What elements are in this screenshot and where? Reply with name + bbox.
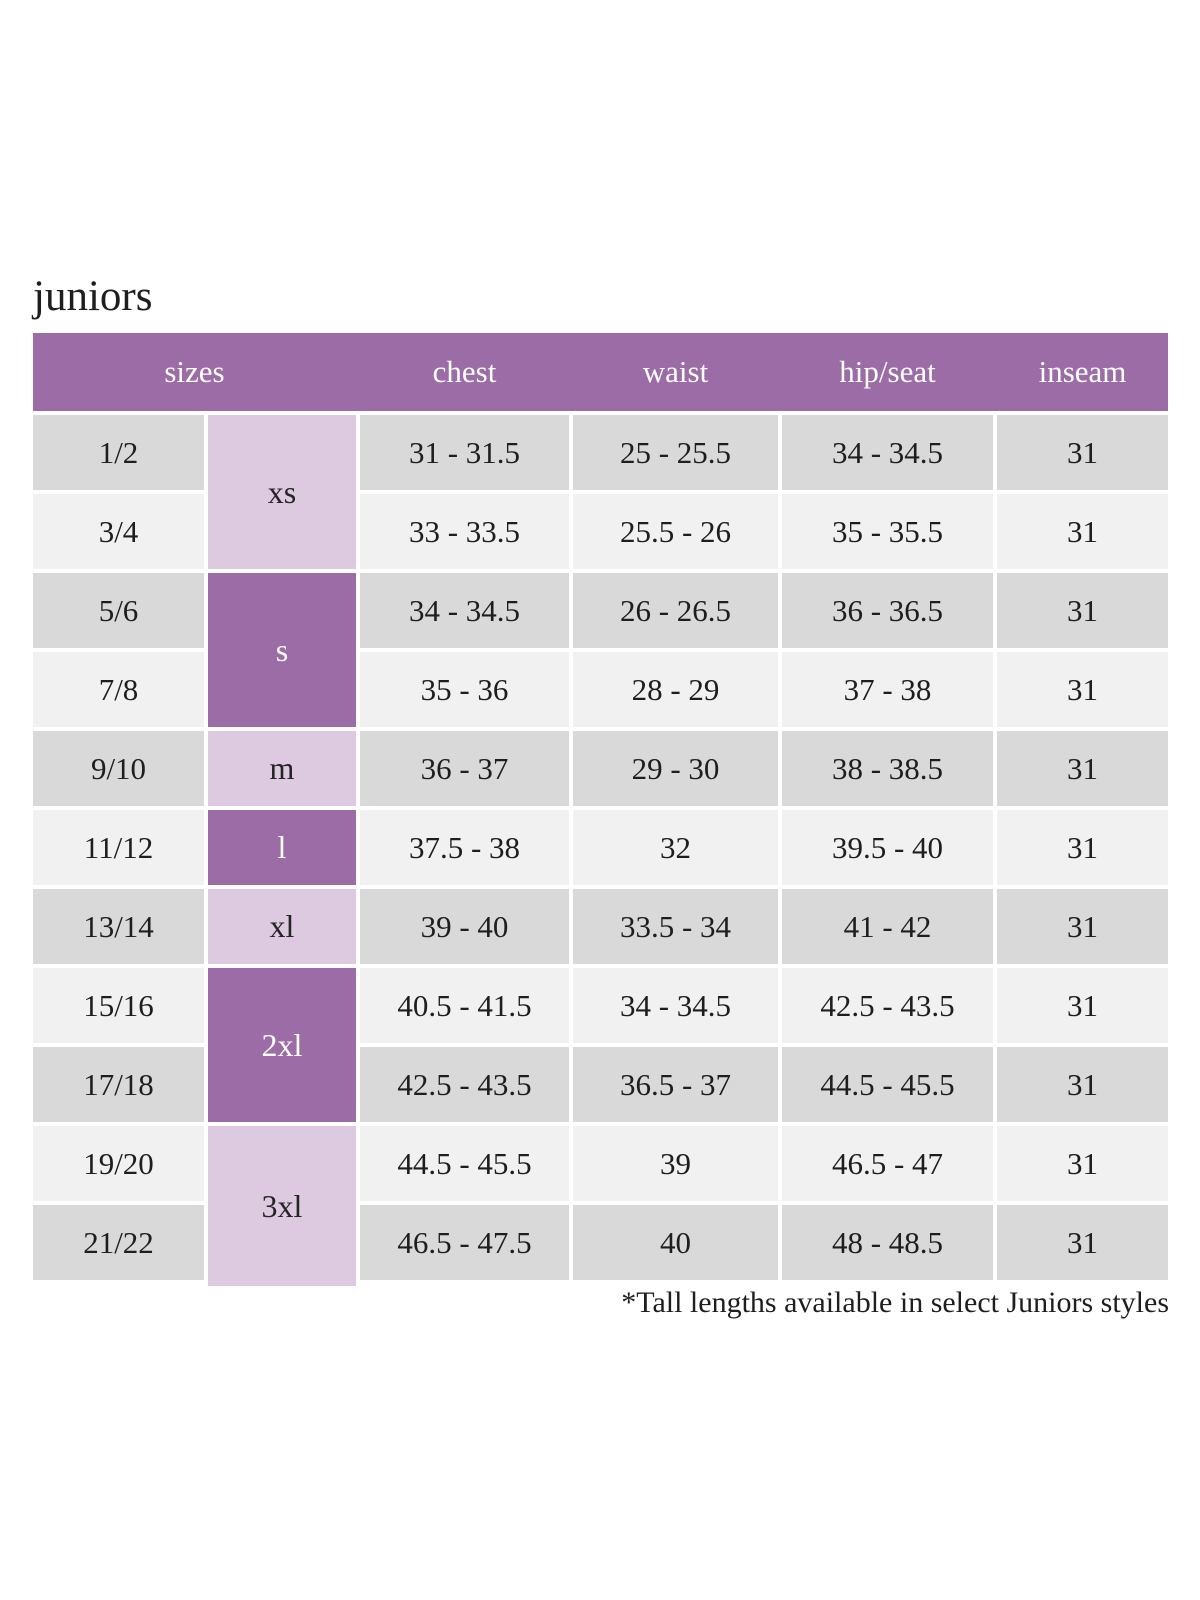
- inseam-cell: 31: [997, 1205, 1168, 1280]
- size-cell: 3/4: [33, 494, 204, 569]
- size-letter-cell: s: [208, 573, 356, 727]
- inseam-cell: 31: [997, 731, 1168, 806]
- hip-seat-cell: 46.5 - 47: [782, 1126, 993, 1201]
- chest-cell: 46.5 - 47.5: [360, 1205, 569, 1280]
- chest-cell: 31 - 31.5: [360, 415, 569, 490]
- chest-cell: 44.5 - 45.5: [360, 1126, 569, 1201]
- waist-cell: 26 - 26.5: [573, 573, 778, 648]
- column-header-hip-seat: hip/seat: [839, 354, 936, 389]
- inseam-cell: 31: [997, 810, 1168, 885]
- hip-seat-cell: 35 - 35.5: [782, 494, 993, 569]
- inseam-cell: 31: [997, 494, 1168, 569]
- column-header-chest: chest: [432, 354, 497, 389]
- size-letter-cell: xl: [208, 889, 356, 964]
- chest-cell: 33 - 33.5: [360, 494, 569, 569]
- inseam-cell: 31: [997, 968, 1168, 1043]
- hip-seat-cell: 36 - 36.5: [782, 573, 993, 648]
- juniors-size-table: sizes chest waist hip/seat inseam 1/2 31 …: [33, 333, 1168, 1286]
- waist-cell: 25 - 25.5: [573, 415, 778, 490]
- size-cell: 17/18: [33, 1047, 204, 1122]
- inseam-cell: 31: [997, 1126, 1168, 1201]
- chest-cell: 40.5 - 41.5: [360, 968, 569, 1043]
- waist-cell: 33.5 - 34: [573, 889, 778, 964]
- table-header-row: sizes chest waist hip/seat inseam: [33, 333, 1168, 411]
- waist-cell: 25.5 - 26: [573, 494, 778, 569]
- size-cell: 1/2: [33, 415, 204, 490]
- waist-cell: 34 - 34.5: [573, 968, 778, 1043]
- column-header-waist: waist: [642, 354, 709, 389]
- hip-seat-cell: 39.5 - 40: [782, 810, 993, 885]
- chest-cell: 42.5 - 43.5: [360, 1047, 569, 1122]
- hip-seat-cell: 37 - 38: [782, 652, 993, 727]
- inseam-cell: 31: [997, 415, 1168, 490]
- waist-cell: 32: [573, 810, 778, 885]
- size-cell: 9/10: [33, 731, 204, 806]
- column-header-inseam: inseam: [1038, 354, 1127, 389]
- inseam-cell: 31: [997, 889, 1168, 964]
- hip-seat-cell: 41 - 42: [782, 889, 993, 964]
- chest-cell: 34 - 34.5: [360, 573, 569, 648]
- hip-seat-cell: 44.5 - 45.5: [782, 1047, 993, 1122]
- chest-cell: 39 - 40: [360, 889, 569, 964]
- hip-seat-cell: 38 - 38.5: [782, 731, 993, 806]
- waist-cell: 28 - 29: [573, 652, 778, 727]
- size-letter-cell: xs: [208, 415, 356, 569]
- size-letter-cell: m: [208, 731, 356, 806]
- size-cell: 7/8: [33, 652, 204, 727]
- size-cell: 15/16: [33, 968, 204, 1043]
- waist-cell: 39: [573, 1126, 778, 1201]
- size-letter-cell: 3xl: [208, 1126, 356, 1286]
- size-cell: 19/20: [33, 1126, 204, 1201]
- page-title: juniors: [33, 273, 153, 320]
- inseam-cell: 31: [997, 573, 1168, 648]
- size-cell: 11/12: [33, 810, 204, 885]
- waist-cell: 36.5 - 37: [573, 1047, 778, 1122]
- inseam-cell: 31: [997, 1047, 1168, 1122]
- size-cell: 5/6: [33, 573, 204, 648]
- size-cell: 21/22: [33, 1205, 204, 1280]
- size-letter-cell: l: [208, 810, 356, 885]
- footnote: *Tall lengths available in select Junior…: [621, 1286, 1169, 1319]
- chest-cell: 37.5 - 38: [360, 810, 569, 885]
- size-letter-cell: 2xl: [208, 968, 356, 1122]
- hip-seat-cell: 34 - 34.5: [782, 415, 993, 490]
- hip-seat-cell: 42.5 - 43.5: [782, 968, 993, 1043]
- chest-cell: 36 - 37: [360, 731, 569, 806]
- size-cell: 13/14: [33, 889, 204, 964]
- waist-cell: 29 - 30: [573, 731, 778, 806]
- column-header-sizes: sizes: [164, 354, 225, 389]
- waist-cell: 40: [573, 1205, 778, 1280]
- inseam-cell: 31: [997, 652, 1168, 727]
- hip-seat-cell: 48 - 48.5: [782, 1205, 993, 1280]
- chest-cell: 35 - 36: [360, 652, 569, 727]
